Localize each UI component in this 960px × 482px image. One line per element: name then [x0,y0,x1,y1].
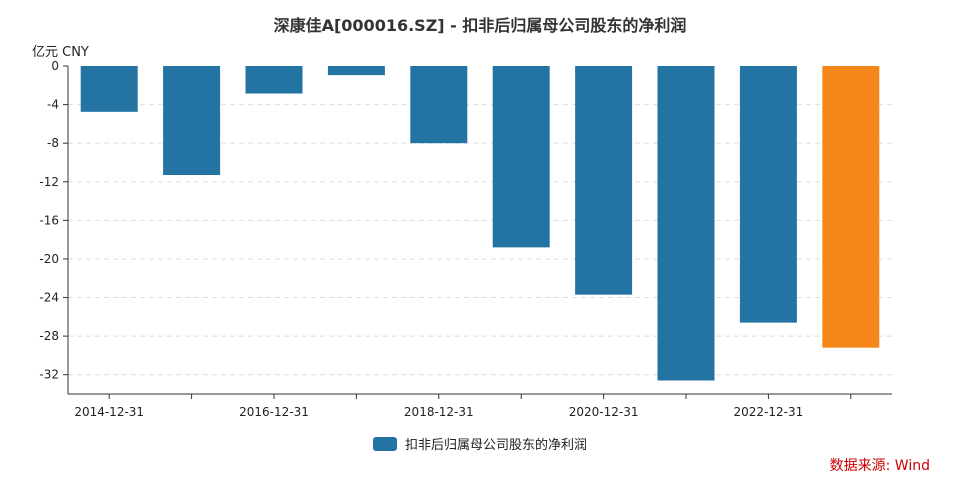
bar [822,66,880,348]
y-tick-label: -24 [39,291,59,305]
x-tick-label: 2014-12-31 [74,405,144,419]
y-tick-label: -32 [39,368,59,382]
y-tick-label: -16 [39,213,59,227]
y-tick-label: 0 [51,59,59,73]
y-tick-label: -4 [47,98,59,112]
legend-label: 扣非后归属母公司股东的净利润 [404,438,587,453]
bar [80,66,138,112]
chart-title: 深康佳A[000016.SZ] - 扣非后归属母公司股东的净利润 [273,16,687,35]
y-tick-label: -12 [39,175,59,189]
bar [739,66,797,323]
legend-swatch-icon [372,436,397,451]
y-axis-unit-label: 亿元 CNY [32,45,89,60]
source-note: 数据来源: Wind [829,458,930,474]
y-tick-label: -20 [39,252,59,266]
bar [657,66,715,381]
x-tick-label: 2016-12-31 [239,405,309,419]
x-tick-label: 2018-12-31 [404,405,474,419]
bar [245,66,303,94]
bar [163,66,221,176]
y-tick-label: -28 [39,329,59,343]
bar [410,66,468,144]
bar [492,66,550,248]
legend: 扣非后归属母公司股东的净利润 [0,434,960,453]
x-tick-label: 2020-12-31 [569,405,639,419]
bar [327,66,385,76]
y-tick-label: -8 [47,136,59,150]
x-tick-label: 2022-12-31 [734,405,804,419]
bar [575,66,633,295]
